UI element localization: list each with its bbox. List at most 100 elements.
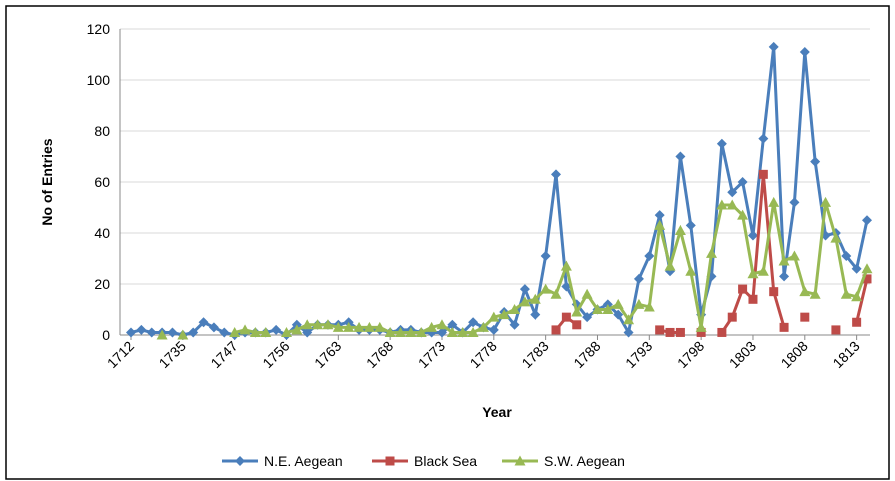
data-point [665,327,675,337]
data-point [208,322,219,333]
data-point [280,326,292,337]
data-point [623,327,634,338]
data-point [302,327,313,338]
data-point [861,263,873,274]
data-point [529,293,541,304]
data-point [229,326,241,337]
legend-label: S.W. Aegean [544,453,625,469]
data-point [343,321,355,332]
data-point [612,298,624,309]
data-point [332,321,344,332]
y-tick-label: 0 [102,327,110,343]
data-point [436,327,447,338]
data-point [540,283,552,294]
data-point [851,291,863,302]
data-point [674,224,686,235]
data-point [716,138,727,149]
data-point [809,288,821,299]
data-point [540,250,551,261]
data-point [810,156,821,167]
data-point [530,309,541,320]
data-point [747,268,759,279]
data-point [695,321,707,332]
data-point [737,177,748,187]
data-point [800,312,810,322]
data-point [727,187,738,198]
data-point [271,324,282,335]
legend-marker [385,456,395,466]
data-point [779,322,789,332]
data-point [841,250,852,261]
data-point [561,312,571,322]
legend-marker [514,455,526,466]
chart-frame [5,5,890,480]
data-point [779,271,790,282]
data-point [675,151,686,162]
y-tick-label: 40 [94,225,110,241]
data-point [560,260,572,271]
data-point [561,281,572,292]
data-point [748,294,758,304]
data-point [716,199,728,210]
data-point [467,326,479,337]
data-point [758,133,769,144]
data-point [519,296,531,307]
data-point [830,232,842,243]
data-point [654,219,666,230]
data-point [426,321,438,332]
data-point [581,288,593,299]
data-point [291,324,303,335]
data-point [312,319,324,330]
data-point [353,321,365,332]
y-tick-label: 80 [94,123,110,139]
data-point [571,306,583,317]
data-point [572,320,582,330]
data-point [498,309,510,320]
data-point [395,326,407,337]
data-point [644,250,655,261]
data-point [126,327,136,338]
x-axis-title: Year [482,404,512,420]
data-point [717,327,727,337]
data-point [799,46,810,57]
legend-marker [235,456,245,466]
data-point [820,196,832,207]
data-point [436,319,448,330]
data-point [582,312,593,323]
data-point [374,321,386,332]
data-point [769,287,779,297]
data-point [799,286,811,297]
data-point [591,304,603,314]
data-point [551,169,562,180]
data-point [415,326,427,337]
legend-label: Black Sea [414,453,477,469]
data-point [260,326,272,337]
data-point [550,288,562,299]
data-point [477,321,489,332]
data-point [623,314,635,325]
data-point [446,326,458,337]
data-point [188,327,199,338]
data-point [757,265,769,276]
data-point [384,326,396,337]
data-point [136,324,147,335]
y-axis-title: No of Entries [39,138,55,225]
y-tick-label: 20 [94,276,110,292]
data-point [167,327,178,338]
data-point [747,230,758,241]
data-point [177,329,189,340]
data-point [758,169,768,179]
data-point [447,319,458,330]
data-point [737,209,749,220]
data-point [156,329,168,340]
y-tick-label: 60 [94,174,110,190]
data-point [840,288,852,299]
data-point [675,327,685,337]
data-point [219,327,230,338]
data-point [488,324,499,335]
data-point [519,284,530,295]
data-point [706,247,718,258]
data-point [862,215,872,226]
data-point [509,319,520,330]
data-point [322,319,334,330]
